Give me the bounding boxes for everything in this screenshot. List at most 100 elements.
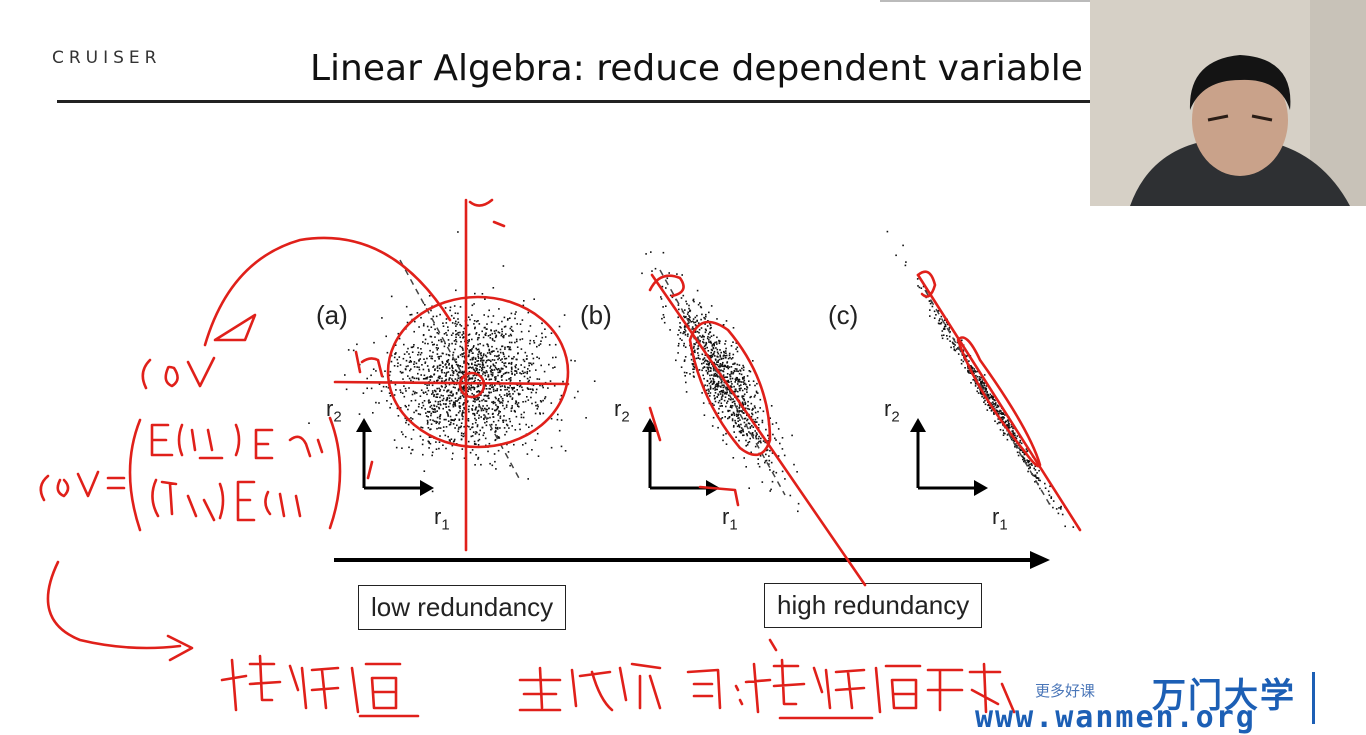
scatter-point: [467, 440, 470, 443]
scatter-point: [749, 437, 751, 440]
scatter-point: [438, 422, 440, 425]
scatter-point: [431, 357, 434, 360]
scatter-point: [757, 463, 760, 465]
scatter-point: [436, 396, 439, 398]
scatter-point: [478, 438, 481, 441]
scatter-point: [720, 369, 722, 372]
scatter-point: [461, 370, 464, 373]
scatter-point: [686, 303, 688, 305]
scatter-point: [426, 423, 429, 425]
scatter-point: [400, 431, 403, 433]
scatter-point: [450, 391, 453, 394]
scatter-point: [717, 382, 720, 385]
scatter-point: [390, 380, 392, 382]
scatter-point: [408, 446, 410, 449]
scatter-point: [523, 300, 525, 302]
scatter-point: [486, 323, 488, 325]
scatter-point: [477, 456, 480, 459]
scatter-point: [1031, 464, 1033, 466]
scatter-point: [1012, 434, 1015, 436]
scatter-point: [757, 410, 759, 413]
scatter-point: [439, 390, 441, 392]
scatter-point: [750, 395, 752, 398]
scatter-point: [496, 389, 498, 392]
scatter-point: [450, 334, 453, 336]
scatter-point: [714, 400, 717, 403]
scatter-point: [455, 320, 457, 323]
scatter-point: [444, 307, 447, 309]
scatter-point: [560, 394, 563, 397]
scatter-point: [708, 341, 710, 343]
scatter-point: [494, 384, 496, 387]
scatter-point: [454, 378, 457, 380]
scatter-point: [405, 305, 408, 308]
scatter-point: [490, 329, 492, 331]
scatter-point: [419, 395, 422, 397]
scatter-point: [413, 366, 416, 368]
scatter-point: [385, 386, 388, 388]
scatter-point: [435, 420, 437, 423]
scatter-point: [671, 296, 674, 299]
scatter-point: [466, 387, 469, 389]
scatter-point: [468, 333, 471, 336]
scatter-point: [929, 309, 931, 311]
scatter-point: [440, 369, 443, 372]
scatter-point: [721, 405, 723, 407]
scatter-point: [971, 367, 973, 370]
scatter-point: [424, 338, 427, 341]
scatter-point: [463, 408, 466, 410]
scatter-point: [496, 435, 498, 437]
scatter-point: [401, 392, 404, 394]
scatter-point: [748, 370, 751, 372]
scatter-point: [720, 358, 723, 360]
axis-label-r1-c: r1: [992, 504, 1008, 534]
scatter-point: [447, 394, 450, 397]
scatter-point: [717, 386, 719, 388]
scatter-point: [474, 433, 477, 435]
scatter-point: [993, 412, 995, 414]
scatter-point: [492, 402, 495, 405]
scatter-point: [516, 403, 519, 406]
scatter-point: [429, 419, 432, 421]
scatter-point: [422, 453, 424, 456]
scatter-point: [544, 397, 546, 400]
scatter-point: [740, 381, 743, 383]
scatter-point: [661, 285, 664, 288]
scatter-point: [488, 391, 490, 393]
scatter-point: [742, 369, 745, 371]
scatter-point: [410, 417, 412, 419]
scatter-point: [754, 418, 757, 421]
scatter-point: [471, 348, 473, 350]
ink-small-axis-a: [366, 460, 374, 480]
top-edge-bar: [880, 0, 1170, 2]
scatter-point: [454, 386, 456, 389]
scatter-point: [1055, 508, 1058, 510]
scatter-point: [509, 380, 512, 382]
scatter-point: [441, 399, 444, 402]
scatter-point: [721, 417, 724, 419]
scatter-point: [940, 321, 943, 324]
scatter-point: [703, 316, 705, 319]
scatter-point: [429, 401, 431, 403]
scatter-point: [475, 406, 478, 408]
scatter-point: [702, 367, 704, 369]
scatter-point: [442, 444, 444, 446]
scatter-point: [976, 370, 978, 373]
scatter-point: [454, 401, 456, 404]
scatter-point: [744, 401, 746, 404]
scatter-point: [408, 361, 411, 363]
scatter-point: [398, 337, 401, 340]
scatter-point: [714, 385, 717, 388]
scatter-point: [749, 370, 752, 373]
scatter-point: [380, 390, 383, 392]
scatter-point: [390, 360, 393, 363]
scatter-point: [423, 374, 426, 377]
scatter-point: [502, 421, 505, 423]
slide-title: Linear Algebra: reduce dependent variabl…: [310, 48, 1083, 89]
scatter-point: [445, 373, 447, 375]
scatter-point: [721, 380, 723, 382]
scatter-point: [679, 326, 681, 328]
scatter-point: [992, 396, 994, 399]
scatter-point: [417, 377, 420, 380]
scatter-point: [1033, 467, 1035, 470]
